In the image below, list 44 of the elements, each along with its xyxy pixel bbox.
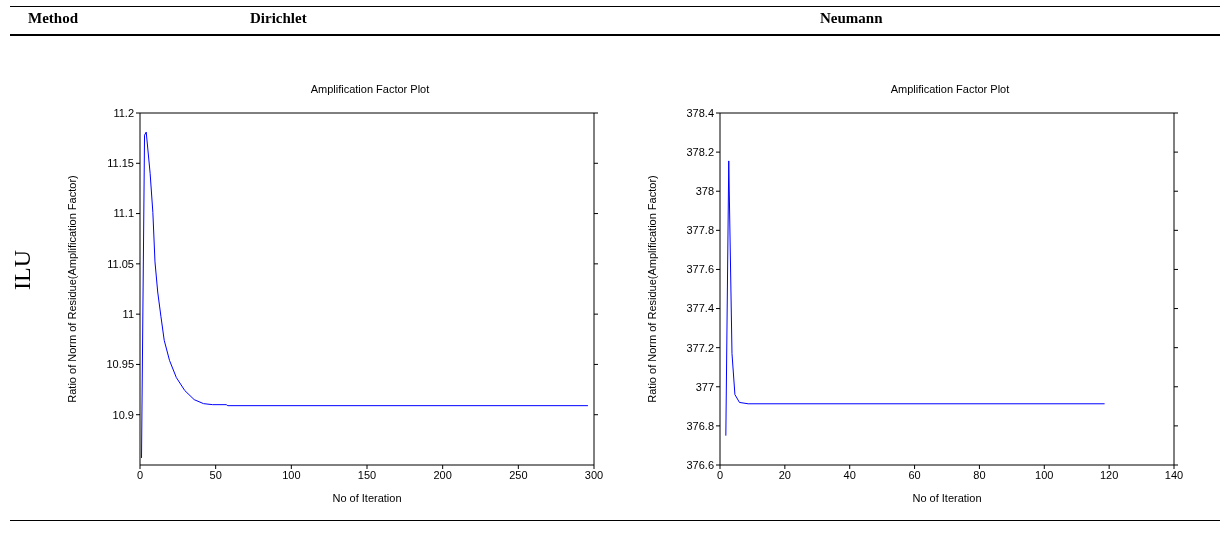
text: Dirichlet (250, 10, 307, 27)
x-tick-label: 150 (357, 468, 377, 481)
x-tick-label: 100 (1035, 468, 1054, 481)
y-tick-label: 10.95 (106, 358, 134, 371)
x-tick-label: 0 (136, 468, 144, 481)
x-axis-title: No of Iteration (332, 492, 402, 504)
x-tick-label: 80 (973, 468, 986, 481)
y-axis-title: Ratio of Norm of Residue(Amplification Factor) (645, 175, 658, 403)
line-series (141, 131, 589, 459)
x-tick-label: 140 (1164, 468, 1184, 481)
text: ILU (8, 250, 36, 290)
x-axis-title: No of Iteration (912, 492, 982, 504)
y-tick-label: 376.6 (686, 458, 714, 471)
x-tick-label: 0 (716, 468, 724, 481)
line-series (725, 160, 1106, 437)
chart-title: Amplification Factor Plot (309, 83, 431, 95)
x-tick-label: 60 (908, 468, 921, 481)
y-tick-label: 11.15 (107, 157, 134, 170)
y-tick-label: 378.4 (686, 106, 714, 119)
x-tick-label: 300 (584, 468, 604, 481)
chart-title: Amplification Factor Plot (889, 83, 1011, 95)
y-tick-label: 11.05 (107, 257, 134, 270)
x-tick-label: 40 (843, 468, 856, 481)
x-tick-label: 50 (209, 468, 222, 481)
y-tick-label: 377 (695, 380, 714, 393)
text: Method (28, 10, 78, 27)
y-tick-label: 11.1 (113, 207, 134, 220)
x-tick-label: 200 (433, 468, 452, 481)
y-tick-label: 377.2 (686, 341, 714, 354)
text: Neumann (820, 10, 883, 27)
y-tick-label: 377.8 (686, 224, 714, 237)
y-tick-label: 376.8 (686, 419, 714, 432)
y-tick-label: 378.2 (686, 146, 714, 159)
y-tick-label: 378 (695, 185, 714, 198)
y-tick-label: 11 (122, 308, 134, 321)
x-tick-label: 120 (1099, 468, 1119, 481)
y-tick-label: 10.9 (112, 408, 134, 421)
y-tick-label: 377.4 (686, 302, 714, 315)
y-tick-label: 377.6 (686, 263, 714, 276)
x-tick-label: 250 (509, 468, 528, 481)
y-axis-title: Ratio of Norm of Residue(Amplification Factor) (65, 175, 78, 403)
x-tick-label: 20 (778, 468, 791, 481)
y-tick-label: 11.2 (113, 106, 134, 119)
x-tick-label: 100 (282, 468, 301, 481)
